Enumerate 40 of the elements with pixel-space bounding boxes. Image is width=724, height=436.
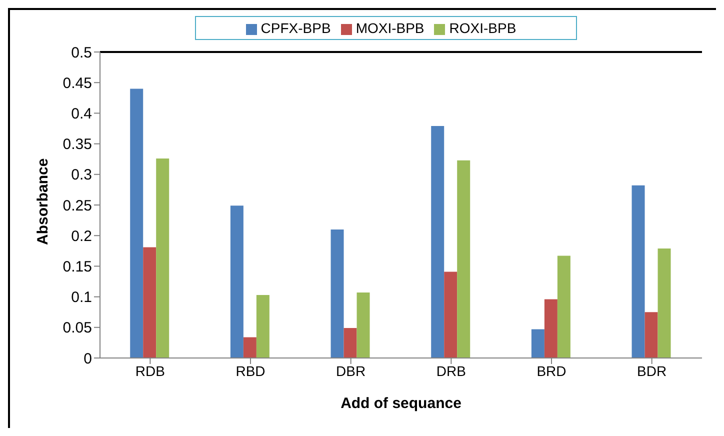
y-tick-label: 0.45 — [62, 74, 92, 92]
bar — [356, 292, 370, 358]
bar — [457, 160, 470, 358]
y-tick-label: 0.3 — [71, 166, 92, 184]
bar — [557, 256, 570, 358]
bar — [444, 272, 458, 358]
bar — [230, 206, 244, 358]
bar — [632, 185, 645, 358]
y-tick-label: 0.2 — [71, 228, 92, 245]
y-tick-label: 0.4 — [71, 106, 92, 123]
y-axis-title: Absorbance — [34, 158, 52, 245]
bar — [330, 229, 344, 358]
y-tick-label: 0.5 — [71, 44, 92, 62]
bar — [344, 328, 357, 358]
y-tick-label: 0.15 — [62, 258, 92, 276]
y-tick-label: 0.05 — [62, 320, 92, 337]
bar — [531, 329, 544, 358]
x-tick-label: DBR — [336, 362, 366, 379]
bar — [143, 247, 156, 358]
y-tick-label: 0 — [84, 350, 92, 368]
legend-label: ROXI-BPB — [449, 20, 516, 36]
bar — [256, 294, 270, 358]
y-tick-label: 0.35 — [62, 136, 92, 154]
bar — [156, 158, 170, 358]
y-tick-label: 0.25 — [62, 197, 92, 214]
x-tick-label: BDR — [637, 362, 667, 379]
x-axis-title: Add of sequance — [340, 395, 462, 412]
bar — [130, 88, 144, 358]
y-tick-label: 0.1 — [71, 289, 92, 306]
bar — [243, 337, 256, 358]
bar — [644, 312, 658, 358]
legend-label: CPFX-BPB — [260, 20, 331, 36]
bar — [431, 126, 444, 358]
x-tick-label: RBD — [236, 362, 266, 379]
bar — [658, 248, 671, 358]
x-tick-label: BRD — [536, 362, 566, 379]
x-tick-label: RDB — [135, 362, 165, 379]
x-tick-label: DRB — [436, 362, 466, 379]
bar — [544, 299, 558, 358]
legend-label: MOXI-BPB — [356, 20, 424, 36]
